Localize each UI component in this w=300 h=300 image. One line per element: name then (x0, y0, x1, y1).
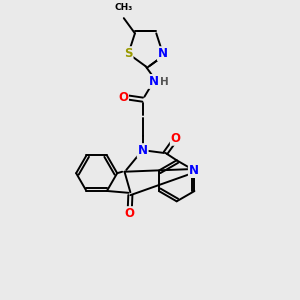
Text: N: N (158, 47, 168, 60)
Text: O: O (118, 91, 128, 104)
Text: CH₃: CH₃ (115, 3, 133, 12)
Text: N: N (138, 144, 148, 157)
Text: N: N (149, 75, 159, 88)
Text: N: N (189, 164, 199, 177)
Text: O: O (171, 132, 181, 145)
Text: H: H (160, 77, 169, 87)
Text: O: O (125, 207, 135, 220)
Text: S: S (124, 47, 133, 60)
